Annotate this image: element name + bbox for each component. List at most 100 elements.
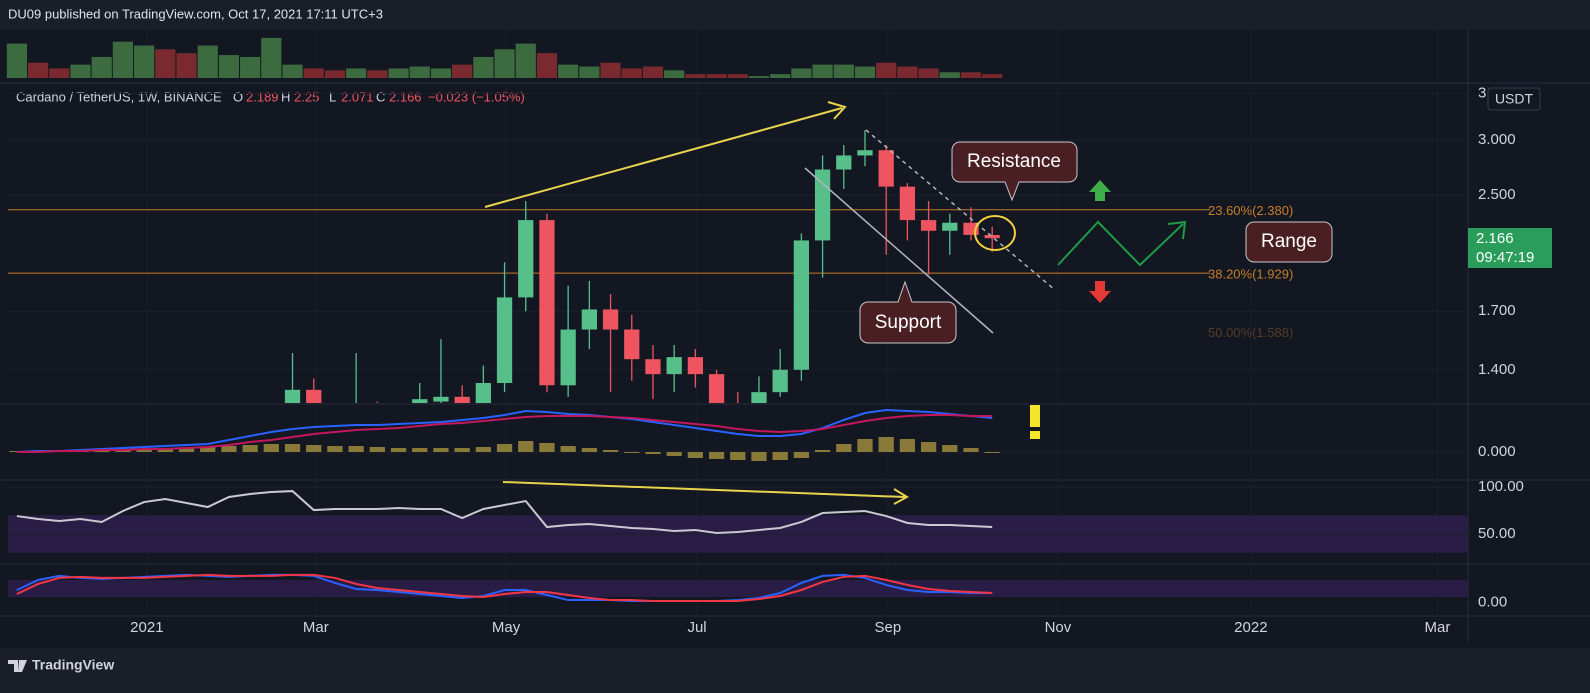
x-tick-label: May [492, 619, 521, 636]
macd-histogram [645, 452, 661, 454]
annotation: Range [1261, 231, 1317, 252]
volume-bar [748, 76, 770, 78]
candle-body [920, 220, 937, 231]
warning-icon [1030, 405, 1040, 427]
callout [951, 141, 1078, 202]
volume-bar [706, 74, 727, 78]
arrow-head [1167, 220, 1187, 240]
macd-histogram [433, 448, 449, 452]
ohlc-letter: H [281, 89, 290, 104]
volume-bar [473, 56, 494, 78]
volume-bar [324, 70, 346, 78]
y-tick-label: 100.00 [1478, 478, 1524, 495]
candle-body [666, 357, 682, 375]
callout [1245, 221, 1333, 263]
candle-body [984, 235, 1000, 239]
volume-bar [515, 43, 536, 78]
candle-body [899, 186, 916, 221]
macd-histogram [963, 448, 979, 452]
volume-bar [791, 68, 812, 78]
candle-body [772, 369, 788, 393]
macd-histogram [730, 452, 746, 460]
arrow-head [893, 488, 910, 505]
macd-histogram [136, 449, 152, 452]
candle-body [539, 220, 555, 386]
volume-bar [28, 62, 49, 78]
candle-body [878, 150, 894, 187]
candle-body [814, 169, 831, 241]
macd-histogram [687, 452, 704, 458]
down-arrow [1089, 281, 1111, 303]
macd-histogram [518, 441, 534, 452]
macd-histogram [496, 444, 513, 452]
macd-histogram [793, 452, 810, 458]
volume-bar [134, 45, 155, 78]
volume-bar [812, 64, 833, 78]
close-value: 2.166 [389, 89, 422, 104]
candle-body [496, 297, 513, 383]
resistance-line [865, 129, 1056, 291]
range-zigzag [1057, 220, 1184, 267]
rsi-line [16, 490, 993, 534]
stoch-k-line [16, 573, 993, 603]
change: −0.023 (−1.05%) [428, 89, 525, 104]
low-value: 2.071 [341, 89, 374, 104]
x-tick-label: Nov [1045, 619, 1072, 636]
ohlc-letter: O [233, 89, 243, 104]
fib-label: 23.60%(2.380) [1208, 203, 1293, 218]
volume-bar [49, 68, 70, 78]
volume-bar [70, 64, 91, 78]
y-tick-label: 50.00 [1478, 525, 1516, 542]
volume-bar [770, 74, 791, 78]
volume-bar [218, 55, 240, 78]
volume-bar [876, 62, 897, 78]
volume-bar [197, 45, 218, 78]
warning-icon [1030, 431, 1040, 439]
macd-histogram [178, 448, 195, 452]
macd-histogram [984, 452, 1000, 453]
open-value: 2.189 [246, 89, 279, 104]
support-line [804, 167, 994, 334]
symbol: Cardano / TetherUS, 1W, BINANCE [16, 89, 222, 104]
volume-bar [685, 74, 706, 78]
x-tick-label: 2021 [130, 619, 163, 636]
macd-histogram [708, 452, 725, 459]
volume-bar [303, 68, 324, 78]
countdown: 09:47:19 [1476, 249, 1534, 266]
macd-histogram [899, 439, 916, 452]
ohlc-letter: L [329, 89, 336, 104]
y-tick-label: 0.00 [1478, 594, 1507, 611]
candle-body [836, 155, 852, 170]
trend-arrow [502, 481, 906, 498]
macd-histogram [200, 447, 216, 452]
ohlc-letter: C [376, 89, 385, 104]
candle-body [942, 222, 958, 231]
header: DU09 published on TradingView.com, Oct 1… [8, 6, 383, 21]
macd-histogram [327, 446, 343, 452]
volume-bar [452, 64, 473, 78]
macd-histogram [624, 452, 640, 453]
volume-bar [261, 37, 282, 78]
volume-bar [897, 66, 918, 78]
volume-bar [176, 53, 197, 78]
highlight-circle [974, 215, 1016, 251]
annotation: Support [875, 312, 942, 333]
fib-label: 50.00%(1.588) [1208, 325, 1293, 340]
candle-body [518, 220, 534, 298]
candle-body [708, 374, 725, 403]
volume-bar [558, 64, 579, 78]
macd-histogram [920, 442, 937, 452]
volume-bar [621, 68, 642, 78]
x-tick-label: 2022 [1234, 619, 1267, 636]
macd-histogram [348, 446, 364, 452]
y-tick-label: 3 [1478, 84, 1486, 101]
x-tick-label: Mar [303, 619, 329, 636]
macd-histogram [454, 448, 470, 452]
stoch-d-line [16, 573, 993, 603]
macd-histogram [157, 449, 173, 452]
macd-histogram [581, 448, 597, 452]
volume-bar [494, 49, 515, 78]
candle-body [284, 389, 301, 403]
candle-body [581, 309, 597, 330]
